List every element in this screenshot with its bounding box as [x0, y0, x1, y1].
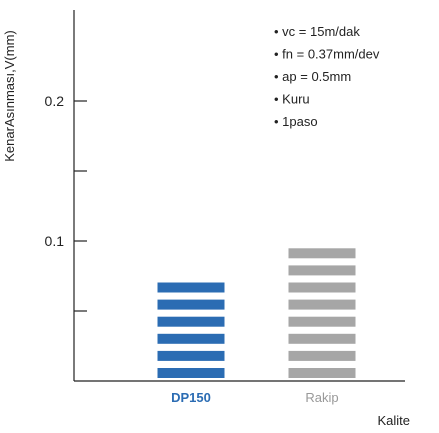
category-label: DP150 [171, 390, 211, 405]
bar-stripe [157, 350, 225, 361]
bar-stripe [288, 282, 356, 293]
condition-note: • vc = 15m/dak [274, 24, 360, 39]
bar-stripe [288, 299, 356, 310]
y-tick-label: 0.2 [45, 93, 65, 109]
x-axis-title: Kalite [377, 413, 410, 428]
condition-note: • Kuru [274, 92, 310, 107]
bar-stripe [288, 350, 356, 361]
y-axis-title: KenarAsınması,V(mm) [2, 30, 17, 161]
bars [157, 248, 356, 378]
condition-notes: • vc = 15m/dak • fn = 0.37mm/dev • ap = 0.… [274, 24, 380, 129]
bar-dp150 [157, 282, 225, 378]
category-label: Rakip [305, 390, 338, 405]
category-labels: DP150 Rakip [171, 390, 339, 405]
condition-note: • fn = 0.37mm/dev [274, 47, 380, 62]
bar-stripe [288, 368, 356, 378]
y-tick-label: 0.1 [45, 233, 65, 249]
bar-stripe [288, 248, 356, 259]
bar-stripe [157, 282, 225, 293]
bar-stripe [288, 333, 356, 344]
bar-stripe [288, 265, 356, 276]
bar-stripe [157, 368, 225, 378]
y-ticks: 0.1 0.2 [45, 93, 87, 312]
bar-stripe [157, 299, 225, 310]
bar-rakip [288, 248, 356, 378]
bar-stripe [288, 316, 356, 327]
condition-note: • 1paso [274, 114, 318, 129]
axes [73, 10, 405, 382]
bar-stripe [157, 333, 225, 344]
bar-stripe [157, 316, 225, 327]
condition-note: • ap = 0.5mm [274, 69, 351, 84]
